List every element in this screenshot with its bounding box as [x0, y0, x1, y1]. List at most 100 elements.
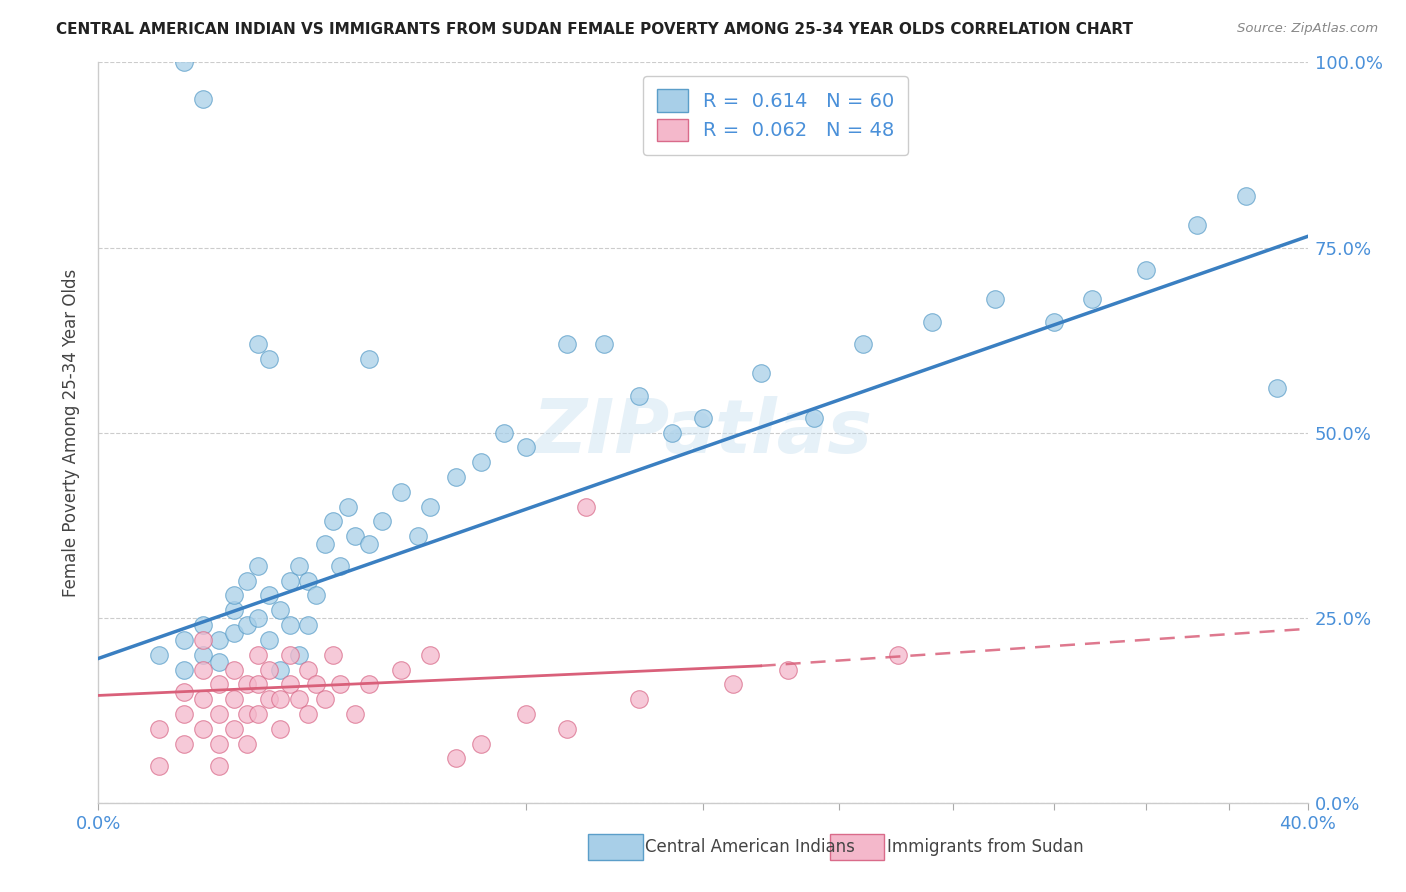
Point: [389, 484, 412, 499]
Point: [1135, 262, 1157, 277]
Point: [314, 536, 336, 550]
Point: [247, 610, 270, 624]
Point: [148, 758, 170, 772]
Point: [575, 500, 598, 514]
Point: [343, 529, 366, 543]
Point: [336, 500, 359, 514]
Point: [555, 722, 578, 736]
Y-axis label: Female Poverty Among 25-34 Year Olds: Female Poverty Among 25-34 Year Olds: [62, 268, 80, 597]
Point: [269, 663, 291, 677]
Point: [278, 574, 301, 588]
Point: [173, 663, 195, 677]
Point: [322, 648, 344, 662]
Point: [305, 677, 328, 691]
Text: Immigrants from Sudan: Immigrants from Sudan: [887, 838, 1084, 856]
Point: [235, 618, 257, 632]
Point: [235, 737, 257, 751]
Point: [247, 558, 270, 573]
Point: [419, 648, 441, 662]
Point: [515, 441, 537, 455]
Point: [269, 692, 291, 706]
Point: [191, 692, 214, 706]
Point: [470, 737, 492, 751]
Point: [305, 589, 328, 603]
Point: [208, 632, 231, 647]
Point: [288, 648, 311, 662]
Text: CENTRAL AMERICAN INDIAN VS IMMIGRANTS FROM SUDAN FEMALE POVERTY AMONG 25-34 YEAR: CENTRAL AMERICAN INDIAN VS IMMIGRANTS FR…: [56, 22, 1133, 37]
Point: [278, 677, 301, 691]
Point: [444, 751, 467, 765]
Point: [222, 589, 245, 603]
Point: [191, 663, 214, 677]
Point: [288, 558, 311, 573]
Point: [247, 706, 270, 721]
Point: [776, 663, 799, 677]
Point: [1081, 293, 1104, 307]
Point: [297, 618, 319, 632]
Point: [297, 663, 319, 677]
Point: [208, 737, 231, 751]
Point: [208, 655, 231, 669]
Point: [984, 293, 1007, 307]
Point: [444, 470, 467, 484]
Point: [191, 632, 214, 647]
Point: [749, 367, 772, 381]
Point: [803, 410, 825, 425]
Point: [288, 692, 311, 706]
Point: [357, 677, 380, 691]
Point: [259, 589, 281, 603]
Point: [314, 692, 336, 706]
Point: [661, 425, 683, 440]
Point: [297, 706, 319, 721]
Point: [329, 558, 352, 573]
Point: [208, 677, 231, 691]
Point: [278, 648, 301, 662]
Point: [278, 618, 301, 632]
Point: [222, 692, 245, 706]
Point: [222, 603, 245, 617]
Text: Source: ZipAtlas.com: Source: ZipAtlas.com: [1237, 22, 1378, 36]
Point: [259, 663, 281, 677]
Point: [492, 425, 515, 440]
Point: [515, 706, 537, 721]
Point: [191, 92, 214, 106]
Point: [208, 758, 231, 772]
Point: [148, 722, 170, 736]
Point: [389, 663, 412, 677]
Legend: R =  0.614   N = 60, R =  0.062   N = 48: R = 0.614 N = 60, R = 0.062 N = 48: [643, 76, 908, 155]
Point: [721, 677, 744, 691]
Point: [419, 500, 441, 514]
Point: [692, 410, 714, 425]
Point: [470, 455, 492, 469]
Point: [235, 574, 257, 588]
Point: [555, 336, 578, 351]
Point: [247, 336, 270, 351]
Point: [259, 632, 281, 647]
Point: [235, 706, 257, 721]
Point: [173, 55, 195, 70]
Point: [921, 314, 943, 328]
Point: [173, 632, 195, 647]
Point: [191, 722, 214, 736]
Point: [235, 677, 257, 691]
Point: [1234, 188, 1257, 202]
Point: [357, 351, 380, 366]
Point: [593, 336, 616, 351]
Point: [259, 692, 281, 706]
Point: [628, 388, 651, 402]
Point: [191, 618, 214, 632]
Point: [357, 536, 380, 550]
Point: [887, 648, 910, 662]
Point: [222, 722, 245, 736]
Point: [371, 515, 394, 529]
Point: [343, 706, 366, 721]
Point: [222, 625, 245, 640]
Point: [628, 692, 651, 706]
Text: ZIPatlas: ZIPatlas: [533, 396, 873, 469]
Point: [408, 529, 430, 543]
Point: [173, 685, 195, 699]
Point: [322, 515, 344, 529]
Point: [1265, 381, 1288, 395]
Text: Central American Indians: Central American Indians: [645, 838, 855, 856]
Point: [1043, 314, 1066, 328]
